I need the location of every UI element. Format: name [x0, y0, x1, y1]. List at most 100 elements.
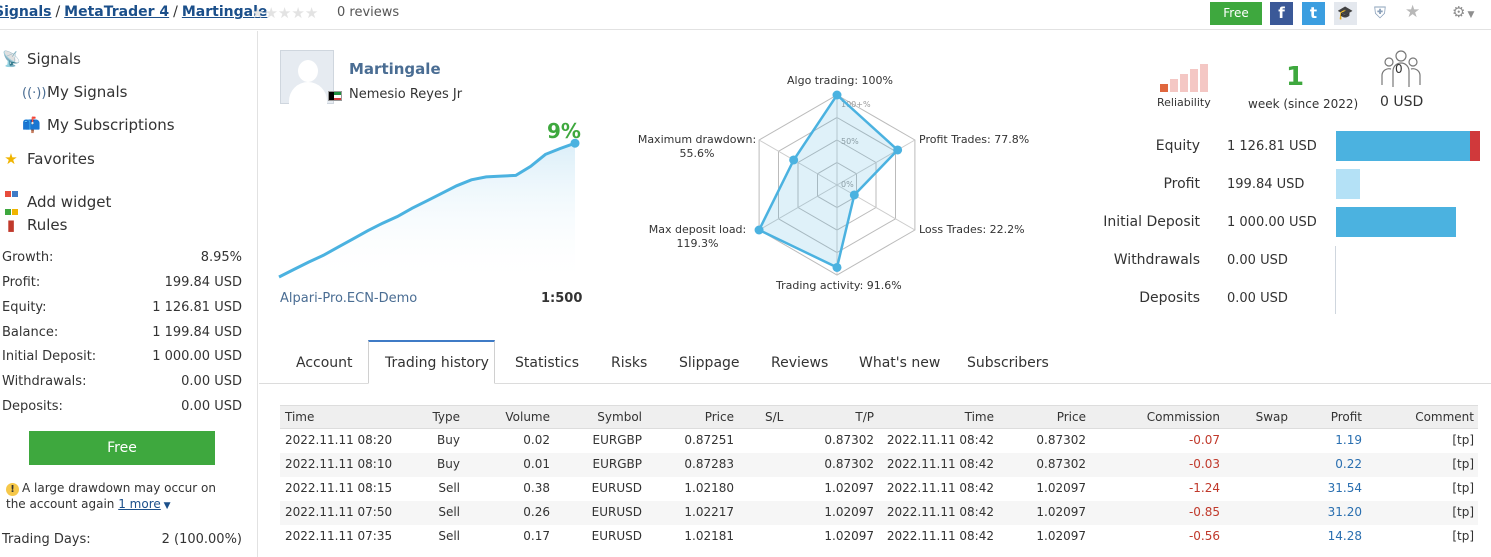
chevron-down-icon: ▼	[1467, 10, 1475, 20]
radar-tick-label: 50%	[841, 137, 859, 146]
breadcrumb-signals[interactable]: Signals	[0, 4, 52, 20]
star-icon[interactable]: ★	[304, 4, 319, 22]
radar-point[interactable]	[832, 90, 842, 100]
sidebar-item-label: Signals	[27, 50, 81, 68]
sidebar-item-signals[interactable]: 📡 Signals	[2, 50, 81, 68]
table-cell: -0.03	[1188, 457, 1220, 471]
table-cell: Symbol	[597, 410, 642, 424]
stat-equity: Equity: 1 126.81 USD	[2, 300, 242, 315]
breadcrumb-martingale[interactable]: Martingale	[181, 4, 268, 20]
stat-profit: Profit: 199.84 USD	[2, 275, 242, 290]
star-icon[interactable]: ★	[291, 4, 305, 22]
free-subscribe-button[interactable]: Free	[29, 431, 215, 465]
radar-axis	[836, 184, 916, 231]
graduation-cap-icon[interactable]: 🎓	[1334, 2, 1357, 25]
radar-point[interactable]	[789, 155, 799, 165]
stat-trading-days: Trading Days: 2 (100.00%)	[2, 532, 242, 547]
financial-bar	[1336, 131, 1480, 161]
author-name[interactable]: Nemesio Reyes Jr	[349, 87, 463, 102]
tab-slippage[interactable]: Slippage	[679, 355, 740, 371]
table-cell: 1.02097	[1036, 481, 1086, 495]
table-cell: Price	[1056, 410, 1086, 424]
breadcrumb-metatrader4[interactable]: MetaTrader 4	[64, 4, 170, 20]
sidebar-item-my-signals[interactable]: ((·))My Signals	[22, 83, 127, 101]
table-row[interactable]: 2022.11.11 08:20 Buy 0.02 EURGBP 0.87251 0.87…	[280, 429, 1478, 453]
table-cell: -0.85	[1188, 505, 1220, 519]
table-cell: 31.54	[1327, 481, 1362, 495]
facebook-icon[interactable]: f	[1270, 2, 1293, 25]
table-cell: Time	[285, 410, 315, 424]
table-cell: Price	[704, 410, 734, 424]
tab-subscribers[interactable]: Subscribers	[967, 355, 1049, 371]
breadcrumb-separator: /	[173, 4, 178, 20]
radar-axis	[758, 139, 838, 186]
reliability-label: Reliability	[1157, 96, 1211, 109]
table-row[interactable]: 2022.11.11 08:15 Sell 0.38 EURUSD 1.02180 1.0…	[280, 477, 1478, 501]
gear-icon[interactable]: ⚙ ▼	[1452, 3, 1475, 21]
table-cell: 2022.11.11 07:35	[285, 529, 393, 543]
tab-whats-new[interactable]: What's new	[859, 355, 941, 371]
tab-reviews[interactable]: Reviews	[771, 355, 829, 371]
reviews-count[interactable]: 0 reviews	[337, 5, 400, 20]
free-subscribe-button[interactable]: Free	[1210, 2, 1262, 25]
tab-trading-history[interactable]: Trading history	[385, 355, 489, 371]
radar-label-loss-trades: Loss Trades: 22.2%	[919, 223, 1025, 236]
stat-label: Profit:	[2, 275, 41, 290]
stat-initial-deposit: Initial Deposit: 1 000.00 USD	[2, 349, 242, 364]
table-cell: S/L	[765, 410, 784, 424]
table-cell: T/P	[855, 410, 874, 424]
table-header: Time Type Volume Symbol Price S/L T/P Time Price…	[280, 405, 1478, 429]
more-link[interactable]: 1 more	[118, 497, 161, 511]
table-row[interactable]: 2022.11.11 08:10 Buy 0.01 EURGBP 0.87283 0.87…	[280, 453, 1478, 477]
reliability-bar	[1170, 79, 1178, 92]
table-row[interactable]: 2022.11.11 07:50 Sell 0.26 EURUSD 1.02217 1.0…	[280, 501, 1478, 525]
table-cell: Swap	[1255, 410, 1288, 424]
radar-point[interactable]	[754, 225, 764, 235]
sidebar-item-my-subscriptions[interactable]: 📫 My Subscriptions	[22, 116, 175, 134]
financial-value: 0.00 USD	[1227, 253, 1288, 268]
table-cell: 0.02	[523, 433, 550, 447]
sidebar-item-rules[interactable]: ▮ Rules	[2, 216, 68, 234]
stat-balance: Balance: 1 199.84 USD	[2, 325, 242, 340]
table-cell: Sell	[438, 481, 460, 495]
shield-icon[interactable]: ⛨	[1374, 3, 1387, 22]
growth-area	[279, 143, 575, 285]
stat-label: Growth:	[2, 250, 54, 265]
stat-value: 1 199.84 USD	[152, 325, 242, 340]
table-row[interactable]: 2022.11.11 07:35 Sell 0.17 EURUSD 1.02181 1.0…	[280, 525, 1478, 549]
stat-value: 1 126.81 USD	[152, 300, 242, 315]
table-cell: 0.38	[523, 481, 550, 495]
financial-value: 1 126.81 USD	[1227, 139, 1317, 154]
star-icon[interactable]: ★	[264, 4, 278, 22]
radar-point[interactable]	[893, 145, 903, 155]
table-cell: 0.87251	[684, 433, 734, 447]
table-cell: -0.07	[1188, 433, 1220, 447]
tab-account[interactable]: Account	[296, 355, 353, 371]
avatar	[280, 50, 334, 104]
broker-server[interactable]: Alpari-Pro.ECN-Demo	[280, 291, 418, 306]
radar-point[interactable]	[849, 190, 859, 200]
signal-name[interactable]: Martingale	[349, 60, 441, 78]
star-icon[interactable]: ★	[277, 4, 292, 22]
favorite-star-icon[interactable]: ★	[1405, 2, 1421, 22]
radar-point[interactable]	[832, 262, 842, 272]
sidebar-item-label: Add widget	[27, 193, 112, 211]
growth-endpoint[interactable]	[570, 138, 580, 148]
table-cell: EURUSD	[591, 505, 642, 519]
chevron-down-icon[interactable]: ▼	[160, 501, 171, 511]
widget-icon	[2, 183, 20, 219]
sidebar-item-label: Favorites	[27, 150, 95, 168]
star-icon[interactable]: ★	[251, 4, 265, 22]
financial-label: Profit	[1163, 176, 1200, 192]
table-cell: 2022.11.11 08:42	[886, 529, 994, 543]
sidebar-item-add-widget[interactable]: Add widget	[2, 183, 111, 219]
tab-risks[interactable]: Risks	[611, 355, 648, 371]
twitter-icon[interactable]: t	[1302, 2, 1325, 25]
sidebar-item-favorites[interactable]: ★ Favorites	[2, 150, 95, 168]
reliability-bar	[1190, 69, 1198, 92]
rating-stars[interactable]: ★★★★★	[251, 4, 318, 22]
tab-statistics[interactable]: Statistics	[515, 355, 579, 371]
table-cell: Comment	[1415, 410, 1474, 424]
table-cell: 2022.11.11 08:20	[285, 433, 393, 447]
mailbox-icon: 📫	[22, 116, 41, 134]
